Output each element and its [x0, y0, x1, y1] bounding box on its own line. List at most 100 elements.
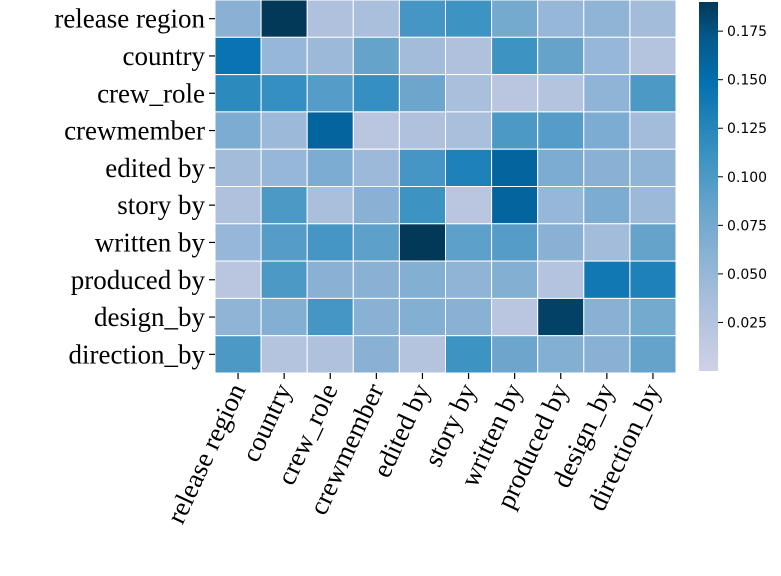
heatmap-cell [445, 148, 493, 187]
heatmap-cell [583, 223, 631, 262]
heatmap-cell [398, 74, 446, 113]
heatmap-cell [537, 260, 585, 299]
heatmap-cell [537, 335, 585, 374]
colorbar-tick-label: 0.075 [727, 218, 767, 234]
heatmap-cell [398, 0, 446, 38]
heatmap-cell [491, 260, 539, 299]
heatmap-cell [214, 186, 262, 225]
heatmap-cell [306, 223, 354, 262]
heatmap-cell [537, 0, 585, 38]
heatmap-cell [306, 186, 354, 225]
heatmap-cell [352, 186, 400, 225]
heatmap-cell [445, 0, 493, 38]
heatmap-cell [629, 335, 677, 374]
heatmap-cell [352, 74, 400, 113]
heatmap-cell [629, 297, 677, 337]
heatmap-cell [214, 36, 262, 76]
y-tick-label: country [123, 41, 206, 71]
heatmap-cell [491, 148, 539, 187]
heatmap-cells [214, 0, 677, 374]
heatmap-cell [398, 297, 446, 337]
heatmap-cell [260, 36, 308, 76]
heatmap-cell [445, 335, 493, 374]
heatmap-cell [491, 74, 539, 113]
heatmap-cell [214, 335, 262, 374]
heatmap-cell [398, 335, 446, 374]
heatmap-cell [398, 148, 446, 187]
colorbar-tick-label: 0.125 [727, 121, 767, 137]
heatmap-cell [491, 186, 539, 225]
heatmap-cell [629, 260, 677, 299]
heatmap-cell [537, 223, 585, 262]
heatmap-cell [260, 111, 308, 150]
heatmap-cell [583, 148, 631, 187]
heatmap-cell [445, 297, 493, 337]
heatmap-cell [491, 0, 539, 38]
heatmap-cell [352, 148, 400, 187]
x-axis: release regioncountrycrew_rolecrewmember… [161, 373, 667, 528]
heatmap-cell [352, 297, 400, 337]
heatmap-cell [537, 111, 585, 150]
heatmap-cell [445, 186, 493, 225]
heatmap-cell [629, 148, 677, 187]
heatmap-cell [260, 74, 308, 113]
colorbar-tick-label: 0.100 [727, 170, 767, 186]
heatmap-cell [445, 223, 493, 262]
heatmap-cell [214, 0, 262, 38]
heatmap-cell [583, 36, 631, 76]
heatmap-cell [629, 223, 677, 262]
heatmap-cell [306, 335, 354, 374]
heatmap-cell [583, 0, 631, 38]
heatmap-cell [306, 74, 354, 113]
heatmap-cell [260, 260, 308, 299]
heatmap-cell [214, 297, 262, 337]
heatmap-cell [537, 74, 585, 113]
heatmap-cell [537, 148, 585, 187]
heatmap-cell [260, 148, 308, 187]
heatmap-cell [629, 36, 677, 76]
heatmap-cell [583, 297, 631, 337]
heatmap-cell [352, 36, 400, 76]
colorbar-tick-label: 0.025 [727, 315, 767, 331]
heatmap-cell [445, 74, 493, 113]
heatmap-cell [445, 111, 493, 150]
heatmap-cell [398, 260, 446, 299]
heatmap-cell [629, 0, 677, 38]
heatmap-cell [445, 36, 493, 76]
y-tick-label: story by [117, 190, 205, 220]
y-tick-label: crewmember [64, 116, 205, 146]
heatmap-cell [583, 335, 631, 374]
heatmap-cell [491, 36, 539, 76]
heatmap-cell [583, 260, 631, 299]
heatmap-cell [629, 186, 677, 225]
heatmap-cell [491, 111, 539, 150]
y-axis: release region country crew_role crewmember… [54, 4, 215, 369]
heatmap-cell [629, 74, 677, 113]
heatmap-cell [260, 223, 308, 262]
heatmap-cell [214, 111, 262, 150]
heatmap-cell [491, 297, 539, 337]
heatmap-cell [306, 297, 354, 337]
heatmap-cell [306, 0, 354, 38]
heatmap-cell [260, 297, 308, 337]
y-tick-label: crew_role [97, 78, 205, 108]
colorbar-gradient [699, 2, 718, 371]
heatmap-cell [398, 186, 446, 225]
heatmap-cell [398, 111, 446, 150]
heatmap-cell [214, 260, 262, 299]
y-tick-label: written by [95, 227, 206, 257]
colorbar-tick-label: 0.150 [727, 73, 767, 89]
heatmap-cell [398, 36, 446, 76]
colorbar-tick-label: 0.050 [727, 267, 767, 283]
heatmap-cell [306, 148, 354, 187]
heatmap-cell [306, 36, 354, 76]
heatmap-cell [352, 223, 400, 262]
y-tick-label: produced by [71, 265, 206, 295]
heatmap-cell [352, 260, 400, 299]
heatmap-cell [214, 74, 262, 113]
heatmap-cell [537, 297, 585, 337]
heatmap-cell [491, 335, 539, 374]
heatmap-cell [306, 260, 354, 299]
heatmap-cell [260, 0, 308, 38]
